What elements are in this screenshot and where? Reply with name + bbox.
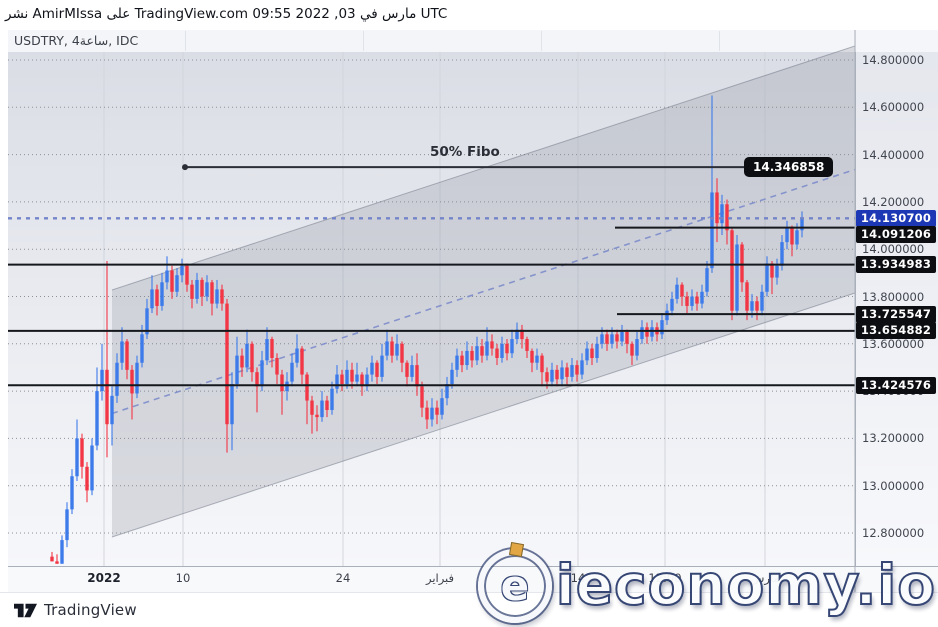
caption-segment: AmirMIssa	[32, 6, 103, 22]
tradingview-brand-link[interactable]: TradingView	[14, 601, 137, 619]
caption-segment: على	[106, 6, 131, 22]
fibo-price-badge: 14.346858	[744, 157, 834, 177]
fibo-annotation-label: 50% Fibo	[430, 144, 500, 160]
caption-segment: TradingView.com 09:55 2022 ,03	[134, 6, 356, 22]
time-axis-tick: 14	[570, 571, 586, 585]
price-axis-tick: 13.200000	[862, 431, 925, 446]
ieconomy-logo-letter: e	[500, 561, 530, 610]
price-axis-tick: 13.000000	[862, 478, 925, 493]
price-axis-tick: 13.800000	[862, 289, 925, 304]
level-price-badge: 13.424576	[856, 376, 936, 394]
time-axis-tick: مارس	[750, 571, 780, 585]
legend-separator	[185, 31, 186, 51]
legend-segment: , IDC	[108, 33, 139, 48]
price-axis-tick: 14.400000	[862, 147, 925, 162]
caption-segment: مارس	[381, 6, 417, 22]
legend-separator	[363, 31, 364, 51]
time-axis-tick: 12:00	[648, 571, 682, 585]
level-price-badge: 13.934983	[856, 256, 936, 274]
level-price-badge: 13.725547	[856, 305, 936, 323]
footer-bar: TradingView	[0, 592, 938, 627]
time-axis-tick: 24	[335, 571, 351, 585]
price-axis-tick: 13.600000	[862, 336, 925, 351]
legend-segment: USDTRY, 4	[14, 33, 80, 48]
legend-segment: ساعة	[79, 33, 109, 48]
symbol-legend[interactable]: USDTRY, 4ساعة, IDC	[14, 33, 138, 48]
time-axis-tick: 10	[175, 571, 191, 585]
caption-segment: نشر	[5, 6, 29, 22]
ieconomy-logo-icon: e	[477, 541, 552, 623]
caption-segment: في	[359, 6, 378, 22]
price-axis-tick: 14.800000	[862, 53, 925, 67]
caption-segment: UTC	[420, 6, 448, 22]
legend-row-background	[8, 30, 938, 52]
ieconomy-logo-orange-dot	[508, 541, 524, 558]
chart-plot-background[interactable]	[8, 30, 855, 566]
price-axis-tick: 14.200000	[862, 194, 925, 209]
price-axis-tick: 12.800000	[862, 526, 925, 540]
legend-separator	[541, 31, 542, 51]
time-axis-panel[interactable]	[8, 566, 938, 593]
price-axis-tick: 14.600000	[862, 100, 925, 115]
price-axis-tick: 14.000000	[862, 242, 925, 257]
share-caption-text: نشر AmirMIssa على TradingView.com 09:55 …	[5, 6, 447, 22]
price-axis-panel[interactable]	[855, 30, 938, 566]
time-axis-tick: 2022	[87, 571, 121, 585]
ieconomy-watermark: e ieconomy.io	[477, 541, 936, 623]
legend-separator	[719, 31, 720, 51]
ieconomy-watermark-text: ieconomy.io	[555, 553, 936, 618]
tradingview-brand-name: TradingView	[44, 601, 137, 619]
current-price-badge: 14.130700	[856, 209, 936, 227]
level-price-badge: 13.654882	[856, 322, 936, 340]
share-caption-bar: نشر AmirMIssa على TradingView.com 09:55 …	[0, 0, 938, 30]
tradingview-logo-icon	[14, 603, 37, 617]
level-price-badge: 14.091206	[856, 226, 936, 244]
time-axis-tick: فبراير	[425, 571, 455, 585]
